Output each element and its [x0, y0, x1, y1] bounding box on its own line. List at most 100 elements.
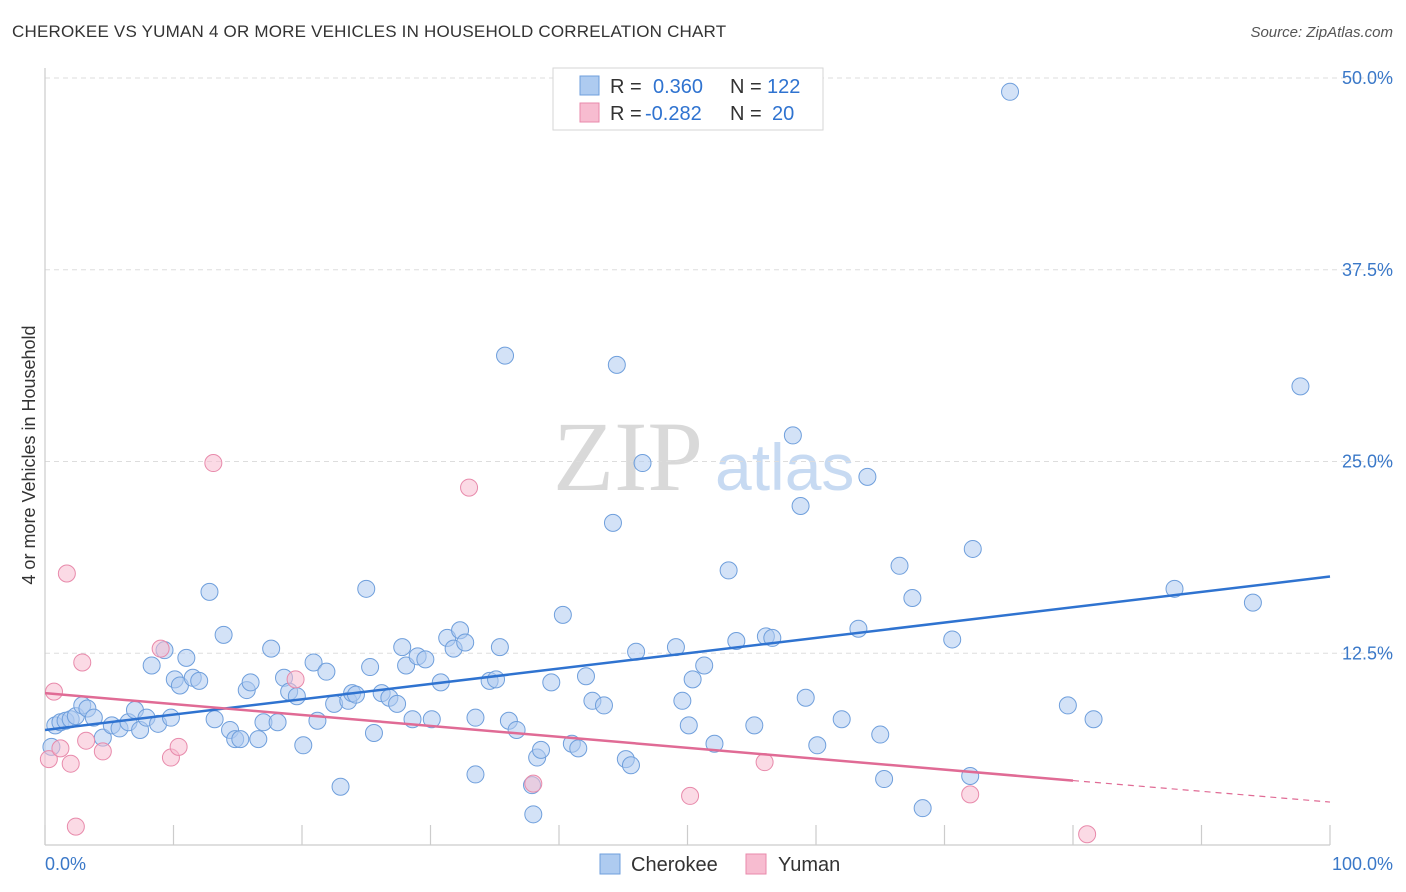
yuman-point-11 [169, 737, 188, 756]
cherokee-point-116 [963, 539, 982, 558]
n-label-yuman: N = [730, 103, 762, 125]
cherokee-point-40 [294, 736, 313, 755]
cherokee-point-122 [1291, 377, 1310, 396]
chart-title: CHEROKEE VS YUMAN 4 OR MORE VEHICLES IN … [12, 22, 727, 41]
cherokee-point-81 [569, 739, 588, 758]
cherokee-point-121 [1243, 593, 1262, 612]
yuman-point-9 [151, 639, 170, 658]
cherokee-point-59 [416, 650, 435, 669]
yuman-point-12 [204, 454, 223, 473]
yuman-trend-line [44, 691, 1074, 782]
cherokee-point-109 [871, 725, 890, 744]
cherokee-point-117 [1001, 82, 1020, 101]
cherokee-point-35 [262, 639, 281, 658]
yuman-point-16 [681, 786, 700, 805]
cherokee-point-93 [679, 716, 698, 735]
x-tick-label-1: 100.0% [1332, 854, 1393, 874]
cherokee-point-96 [705, 734, 724, 753]
cherokee-point-98 [727, 631, 746, 650]
cherokee-point-82 [576, 667, 595, 686]
cherokee-trend-line [44, 575, 1331, 732]
yuman-point-5 [66, 817, 85, 836]
cherokee-point-67 [466, 765, 485, 784]
cherokee-point-55 [393, 638, 412, 657]
cherokee-point-8 [84, 708, 103, 727]
cherokee-point-54 [388, 694, 407, 713]
cherokee-point-24 [190, 671, 209, 690]
cherokee-point-92 [673, 691, 692, 710]
cherokee-point-25 [200, 582, 219, 601]
yuman-point-6 [73, 653, 92, 672]
cherokee-point-50 [361, 658, 380, 677]
cherokee-point-43 [317, 662, 336, 681]
cherokee-point-51 [364, 724, 383, 743]
cherokee-point-115 [961, 766, 980, 785]
cherokee-point-73 [507, 720, 526, 739]
cherokee-point-33 [249, 730, 268, 749]
cherokee-point-85 [603, 513, 622, 532]
y-tick-label-0: 12.5% [1342, 643, 1393, 663]
stats-legend: R = 0.360 N = 122 R = -0.282 N = 20 [552, 67, 824, 131]
cherokee-point-26 [205, 710, 224, 729]
cherokee-point-70 [490, 638, 509, 657]
cherokee-point-120 [1165, 579, 1184, 598]
yuman-swatch [579, 102, 600, 123]
watermark-atlas: atlas [715, 430, 854, 504]
cherokee-point-99 [745, 716, 764, 735]
r-label-yuman: R = [610, 103, 642, 125]
cherokee-point-41 [304, 653, 323, 672]
cherokee-point-66 [466, 708, 485, 727]
cherokee-point-103 [791, 496, 810, 515]
cherokee-point-45 [331, 777, 350, 796]
cherokee-point-39 [287, 687, 306, 706]
x-tick-labels: 0.0% 100.0% [45, 854, 1393, 874]
yuman-point-18 [961, 785, 980, 804]
cherokee-point-65 [456, 633, 475, 652]
cherokee-point-88 [621, 756, 640, 775]
yuman-point-0 [39, 750, 58, 769]
cherokee-point-94 [683, 670, 702, 689]
cherokee-point-105 [808, 736, 827, 755]
cherokee-point-79 [553, 605, 572, 624]
cherokee-swatch [579, 75, 600, 96]
cherokee-point-77 [532, 740, 551, 759]
yuman-point-1 [44, 682, 63, 701]
cherokee-point-86 [607, 355, 626, 374]
cherokee-point-60 [422, 710, 441, 729]
cherokee-point-90 [633, 454, 652, 473]
n-label-cherokee: N = [730, 76, 762, 98]
cherokee-point-108 [858, 467, 877, 486]
cherokee-point-27 [214, 625, 233, 644]
cherokee-point-32 [241, 673, 260, 692]
trend-lines [44, 575, 1331, 803]
cherokee-point-104 [796, 688, 815, 707]
y-tick-labels: 12.5% 25.0% 37.5% 50.0% [1342, 68, 1393, 663]
n-value-cherokee: 122 [767, 76, 800, 98]
cherokee-point-71 [496, 346, 515, 365]
cherokee-point-113 [913, 799, 932, 818]
yuman-point-8 [93, 742, 112, 761]
yuman-point-7 [77, 731, 96, 750]
n-value-yuman: 20 [772, 103, 794, 125]
yuman-point-13 [286, 670, 305, 689]
cherokee-point-110 [875, 770, 894, 789]
cherokee-point-36 [268, 713, 287, 732]
cherokee-point-69 [487, 670, 506, 689]
cherokee-point-95 [695, 656, 714, 675]
r-label-cherokee: R = [610, 76, 642, 98]
cherokee-point-84 [594, 696, 613, 715]
yuman-point-4 [61, 754, 80, 773]
source-label: Source: ZipAtlas.com [1250, 24, 1393, 41]
y-tick-label-2: 37.5% [1342, 260, 1393, 280]
legend-swatch-yuman [745, 853, 767, 875]
yuman-trend-extension [1072, 779, 1331, 803]
cherokee-point-75 [524, 805, 543, 824]
cherokee-point-30 [231, 730, 250, 749]
y-tick-label-1: 25.0% [1342, 452, 1393, 472]
legend-swatch-cherokee [599, 853, 621, 875]
yuman-point-3 [57, 564, 76, 583]
cherokee-point-111 [890, 556, 909, 575]
yuman-points [39, 454, 1097, 844]
yuman-point-15 [524, 774, 543, 793]
yuman-point-17 [755, 753, 774, 772]
